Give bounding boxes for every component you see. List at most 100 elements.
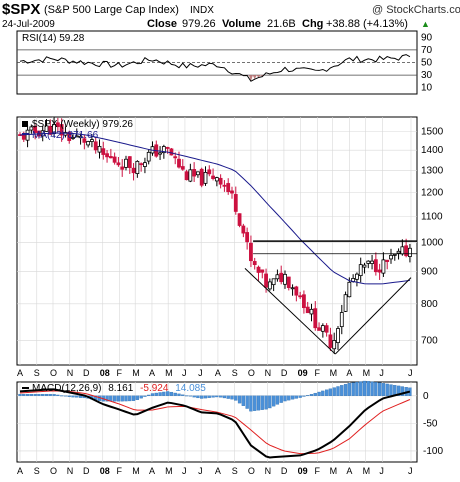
macd-hist-bar — [222, 395, 227, 399]
macd-hist-bar — [309, 394, 314, 396]
macd-hist-bar — [184, 395, 189, 397]
macd-x-tick-label: N — [265, 466, 272, 476]
macd-hist-bar — [165, 391, 170, 396]
price-x-tick-label: O — [50, 368, 57, 378]
price-tick-label: 1400 — [421, 145, 444, 156]
candle-body — [385, 259, 390, 262]
macd-hist-bar — [294, 395, 298, 399]
macd-hist-bar — [264, 395, 268, 410]
macd-hist-bar — [324, 389, 329, 396]
candle-body — [82, 138, 87, 143]
macd-x-tick-label: J — [182, 466, 187, 476]
macd-hist-bar — [256, 395, 261, 411]
candle-body — [362, 264, 367, 268]
candle-body — [93, 141, 98, 151]
macd-hist-bar — [116, 395, 121, 402]
macd-hist-bar — [245, 395, 249, 409]
price-tick-label: 800 — [421, 299, 438, 310]
candle-body — [139, 163, 144, 166]
candle-body — [86, 141, 91, 146]
candle-body — [309, 308, 314, 315]
date-label: 24-Jul-2009 — [2, 19, 55, 30]
macd-hist-bar — [306, 395, 310, 397]
candle-body — [249, 242, 253, 262]
macd-hist-bar — [131, 395, 136, 401]
macd-hist-bar — [29, 393, 34, 396]
macd-x-tick-label: J — [408, 466, 413, 476]
close-value: 979.26 — [182, 18, 216, 30]
macd-x-tick-label: O — [248, 466, 255, 476]
macd-hist-bar — [147, 394, 151, 396]
candle-body — [120, 166, 125, 170]
macd-hist-bar — [63, 395, 68, 397]
macd-hist-bar — [317, 391, 321, 396]
candle-body — [286, 276, 291, 288]
candle-body — [343, 294, 348, 312]
macd-hist-bar — [37, 393, 41, 396]
candle-body — [313, 308, 318, 329]
candle-body — [116, 162, 121, 166]
candle-body — [29, 126, 34, 131]
candle-body — [298, 295, 303, 298]
macd-hist-bar — [234, 395, 238, 401]
macd-hist-bar — [370, 381, 374, 396]
price-legend-swatch — [22, 121, 28, 127]
price-x-tick-label: J — [198, 368, 203, 378]
rsi-tick-label: 10 — [421, 83, 433, 94]
candle-body — [305, 306, 310, 314]
price-x-tick-label: 09 — [298, 368, 308, 378]
macd-hist-bar — [150, 393, 155, 396]
macd-hist-bar — [124, 395, 128, 402]
macd-hist-bar — [275, 395, 280, 405]
macd-hist-bar — [67, 395, 71, 397]
macd-tick-label: -100 — [423, 446, 443, 457]
candle-body — [101, 148, 106, 155]
candle-body — [71, 137, 75, 139]
candle-body — [199, 168, 204, 186]
candle-body — [396, 250, 401, 254]
candle-body — [131, 167, 136, 174]
macd-hist-bar — [230, 395, 234, 400]
macd-hist-bar — [22, 393, 26, 396]
macd-legend-swatch — [22, 387, 29, 389]
price-x-tick-label: S — [232, 368, 238, 378]
macd-x-tick-label: J — [379, 466, 384, 476]
macd-legend-value: 8.161 — [108, 383, 133, 394]
candle-body — [127, 156, 132, 168]
price-tick-label: 700 — [421, 335, 438, 346]
symbol-name: (S&P 500 Large Cap Index) — [44, 4, 179, 16]
close-label: Close — [147, 18, 177, 30]
candle-body — [302, 294, 306, 309]
price-tick-label: 1200 — [421, 187, 444, 198]
macd-x-tick-label: D — [83, 466, 90, 476]
candle-body — [347, 281, 352, 298]
macd-hist-bar — [313, 392, 317, 396]
candle-body — [264, 273, 268, 288]
candle-body — [218, 177, 223, 185]
candle-body — [355, 273, 359, 280]
macd-hist-bar — [25, 393, 30, 396]
price-x-tick-label: D — [83, 368, 90, 378]
candle-body — [241, 225, 246, 234]
candle-body — [237, 213, 242, 226]
macd-x-tick-label: M — [330, 466, 338, 476]
price-tick-label: 1500 — [421, 126, 444, 137]
candle-body — [180, 166, 185, 170]
macd-x-tick-label: S — [232, 466, 238, 476]
candle-body — [294, 286, 299, 296]
candle-body — [408, 247, 412, 257]
price-x-tick-label: N — [67, 368, 74, 378]
macd-hist-bar — [173, 392, 177, 396]
price-x-tick-label: F — [314, 368, 320, 378]
macd-hist-bar — [158, 392, 162, 396]
macd-hist-bar — [71, 395, 75, 398]
price-x-tick-label: A — [346, 368, 352, 378]
macd-hist-bar — [18, 393, 22, 396]
candle-body — [392, 253, 397, 256]
macd-hist-bar — [52, 394, 56, 396]
candle-body — [336, 328, 340, 344]
candle-body — [279, 272, 284, 283]
candle-body — [177, 158, 181, 168]
macd-hist-bar — [271, 395, 276, 407]
